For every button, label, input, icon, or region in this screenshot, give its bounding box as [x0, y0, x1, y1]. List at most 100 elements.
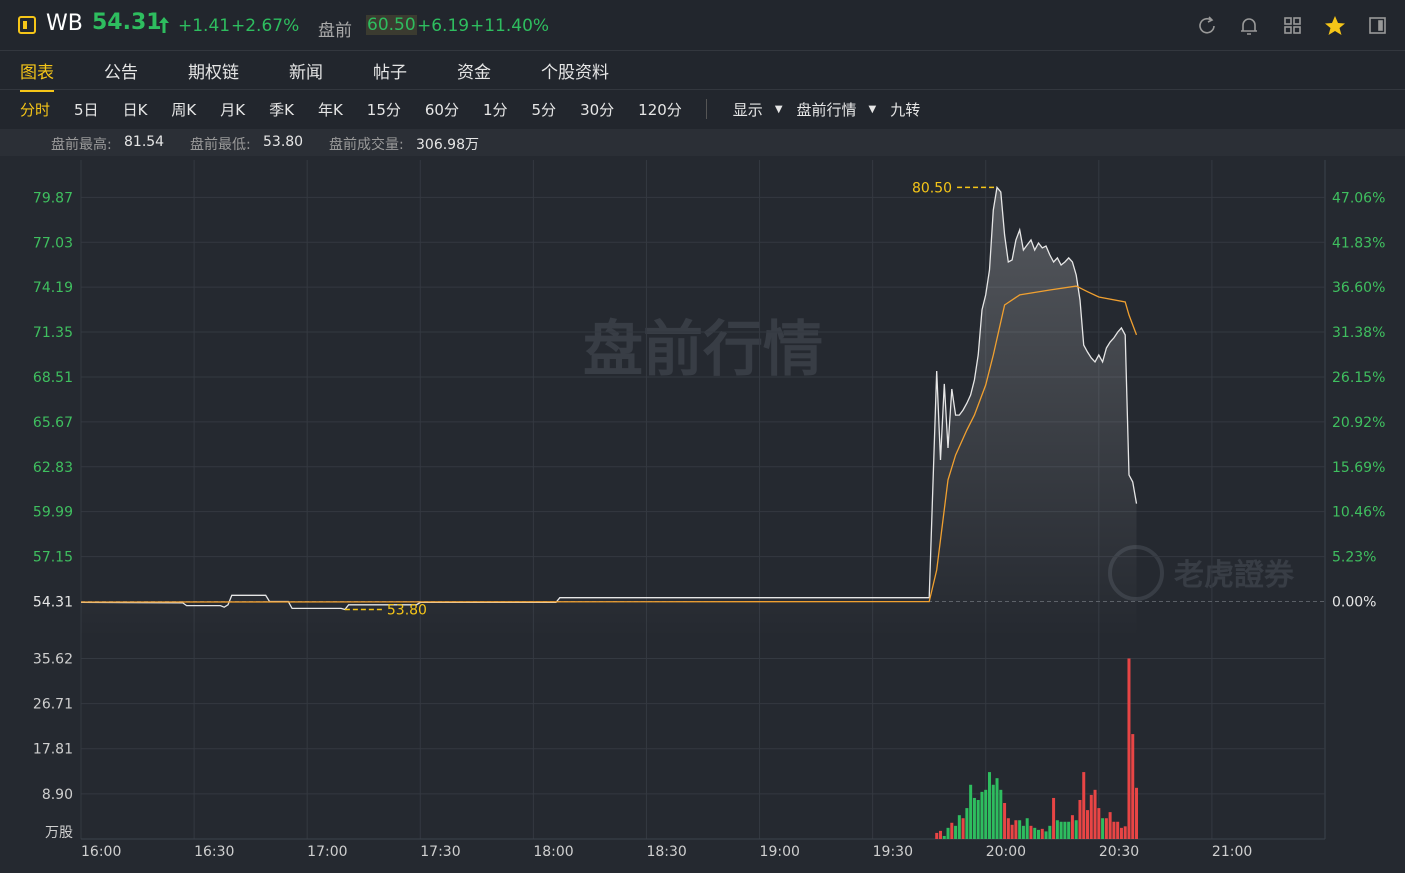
- tab[interactable]: 资金: [457, 62, 491, 83]
- period-tab[interactable]: 日K: [122, 100, 148, 119]
- period-tab[interactable]: 5日: [74, 100, 99, 119]
- stats-bar: 盘前最高: 81.54 盘前最低: 53.80 盘前成交量: 306.98万: [0, 129, 1405, 156]
- volume-bar: [1018, 820, 1022, 839]
- tab[interactable]: 公告: [104, 62, 138, 83]
- panel-icon[interactable]: [1369, 17, 1386, 34]
- period-tab[interactable]: 30分: [580, 100, 615, 119]
- chart-background: [0, 156, 1405, 873]
- brand-watermark: 老虎證券: [1174, 558, 1295, 593]
- symbol: WB: [46, 11, 83, 36]
- annotation-label: 53.80: [387, 603, 427, 619]
- period-tab[interactable]: 120分: [638, 100, 682, 119]
- volume-tick-label: 8.90: [42, 787, 73, 803]
- volume-bar: [1074, 820, 1078, 839]
- tab[interactable]: 帖子: [373, 62, 407, 83]
- y2-tick-label: 36.60%: [1332, 280, 1385, 296]
- x-tick-label: 19:00: [760, 844, 800, 860]
- up-arrow: [159, 17, 169, 33]
- tab[interactable]: 图表: [20, 58, 54, 92]
- volume-bar: [1029, 825, 1033, 839]
- stat-value[interactable]: 53.80: [263, 134, 304, 150]
- period-tab[interactable]: 年K: [317, 100, 343, 119]
- tool-button[interactable]: 九转: [890, 100, 921, 119]
- volume-bar: [1101, 818, 1105, 839]
- refresh-icon[interactable]: [1199, 16, 1215, 34]
- volume-bar: [1052, 797, 1056, 839]
- period-tab[interactable]: 月K: [220, 100, 246, 119]
- volume-bar: [1044, 831, 1048, 839]
- stat-label[interactable]: 盘前最高:: [51, 137, 112, 153]
- stat-value[interactable]: 81.54: [124, 134, 165, 150]
- volume-bar: [1131, 734, 1135, 839]
- volume-bar: [1086, 810, 1090, 839]
- volume-bar: [972, 797, 976, 839]
- period-tab[interactable]: 1分: [482, 100, 508, 119]
- volume-bar: [991, 784, 995, 839]
- tab[interactable]: 期权链: [188, 62, 239, 83]
- pre-change: +6.19: [417, 16, 470, 36]
- volume-bar: [950, 822, 954, 839]
- volume-tick-label: 35.62: [33, 651, 73, 667]
- star-icon[interactable]: [1325, 16, 1345, 35]
- volume-bar: [984, 789, 988, 839]
- y2-tick-label: 31.38%: [1332, 325, 1385, 341]
- volume-bar: [1097, 808, 1101, 839]
- x-tick-label: 20:30: [1099, 844, 1139, 860]
- volume-tick-label: 17.81: [33, 742, 73, 758]
- volume-bar: [942, 835, 946, 839]
- stat-label[interactable]: 盘前最低:: [190, 137, 251, 153]
- volume-bar: [1067, 821, 1071, 839]
- tool-button[interactable]: 盘前行情: [796, 100, 857, 119]
- tool-button[interactable]: 显示: [732, 100, 763, 119]
- divider: [0, 89, 1405, 90]
- stat-label[interactable]: 盘前成交量:: [329, 137, 404, 153]
- period-tab[interactable]: 60分: [424, 100, 459, 119]
- volume-bar: [980, 791, 984, 839]
- volume-bar: [961, 818, 965, 839]
- y-tick-label: 77.03: [33, 235, 73, 251]
- y2-tick-label: 41.83%: [1332, 235, 1385, 251]
- annotation-label: 80.50: [912, 180, 952, 196]
- volume-bar: [1033, 827, 1037, 839]
- volume-bar: [1108, 812, 1112, 839]
- stat-value[interactable]: 306.98万: [416, 137, 479, 153]
- y2-tick-label: 5.23%: [1332, 550, 1376, 566]
- volume-bar: [1112, 821, 1116, 839]
- period-tab[interactable]: 分时: [20, 100, 51, 119]
- volume-bar: [969, 784, 973, 839]
- toolbar-icons: [1199, 16, 1386, 35]
- period-tab[interactable]: 15分: [366, 100, 401, 119]
- x-tick-label: 19:30: [873, 844, 913, 860]
- volume-bar: [1123, 826, 1127, 839]
- change: +1.41: [178, 16, 231, 36]
- volume-bar: [1048, 825, 1052, 839]
- period-tab[interactable]: 5分: [531, 100, 557, 119]
- tab[interactable]: 个股资料: [541, 62, 609, 83]
- separator: [705, 99, 707, 119]
- price: 54.31: [92, 10, 162, 35]
- volume-bar: [1078, 799, 1082, 839]
- tab[interactable]: 新闻: [289, 62, 323, 83]
- y2-tick-label: 47.06%: [1332, 190, 1385, 206]
- volume-bar: [1025, 818, 1029, 839]
- period-tab[interactable]: 周K: [171, 100, 197, 119]
- volume-bar: [1127, 658, 1131, 839]
- grid-icon[interactable]: [1284, 17, 1301, 34]
- period-tab[interactable]: 季K: [269, 100, 294, 119]
- volume-bar: [1093, 789, 1097, 839]
- volume-bar: [1014, 820, 1018, 839]
- y-tick-label: 68.51: [33, 370, 73, 386]
- pre-label: 盘前: [318, 21, 352, 41]
- y2-tick-label: 20.92%: [1332, 415, 1385, 431]
- volume-bar: [1006, 818, 1010, 839]
- volume-bar: [946, 827, 950, 839]
- volume-bar: [1063, 821, 1067, 839]
- period-bar: 分时 5日 日K 周K 月K 季K 年K 15分 60分 1分 5分 30分 120分 显示 ▼ 盘前行情 ▼ 九…: [20, 96, 942, 122]
- x-tick-label: 21:00: [1212, 844, 1252, 860]
- y-tick-label: 65.67: [33, 415, 73, 431]
- bell-icon[interactable]: [1241, 18, 1257, 35]
- volume-bar: [995, 778, 999, 839]
- header: WB 54.31 +1.41 +2.67% 盘前 60.50 +6.19 +11…: [0, 0, 1405, 51]
- stock-icon: [18, 16, 36, 34]
